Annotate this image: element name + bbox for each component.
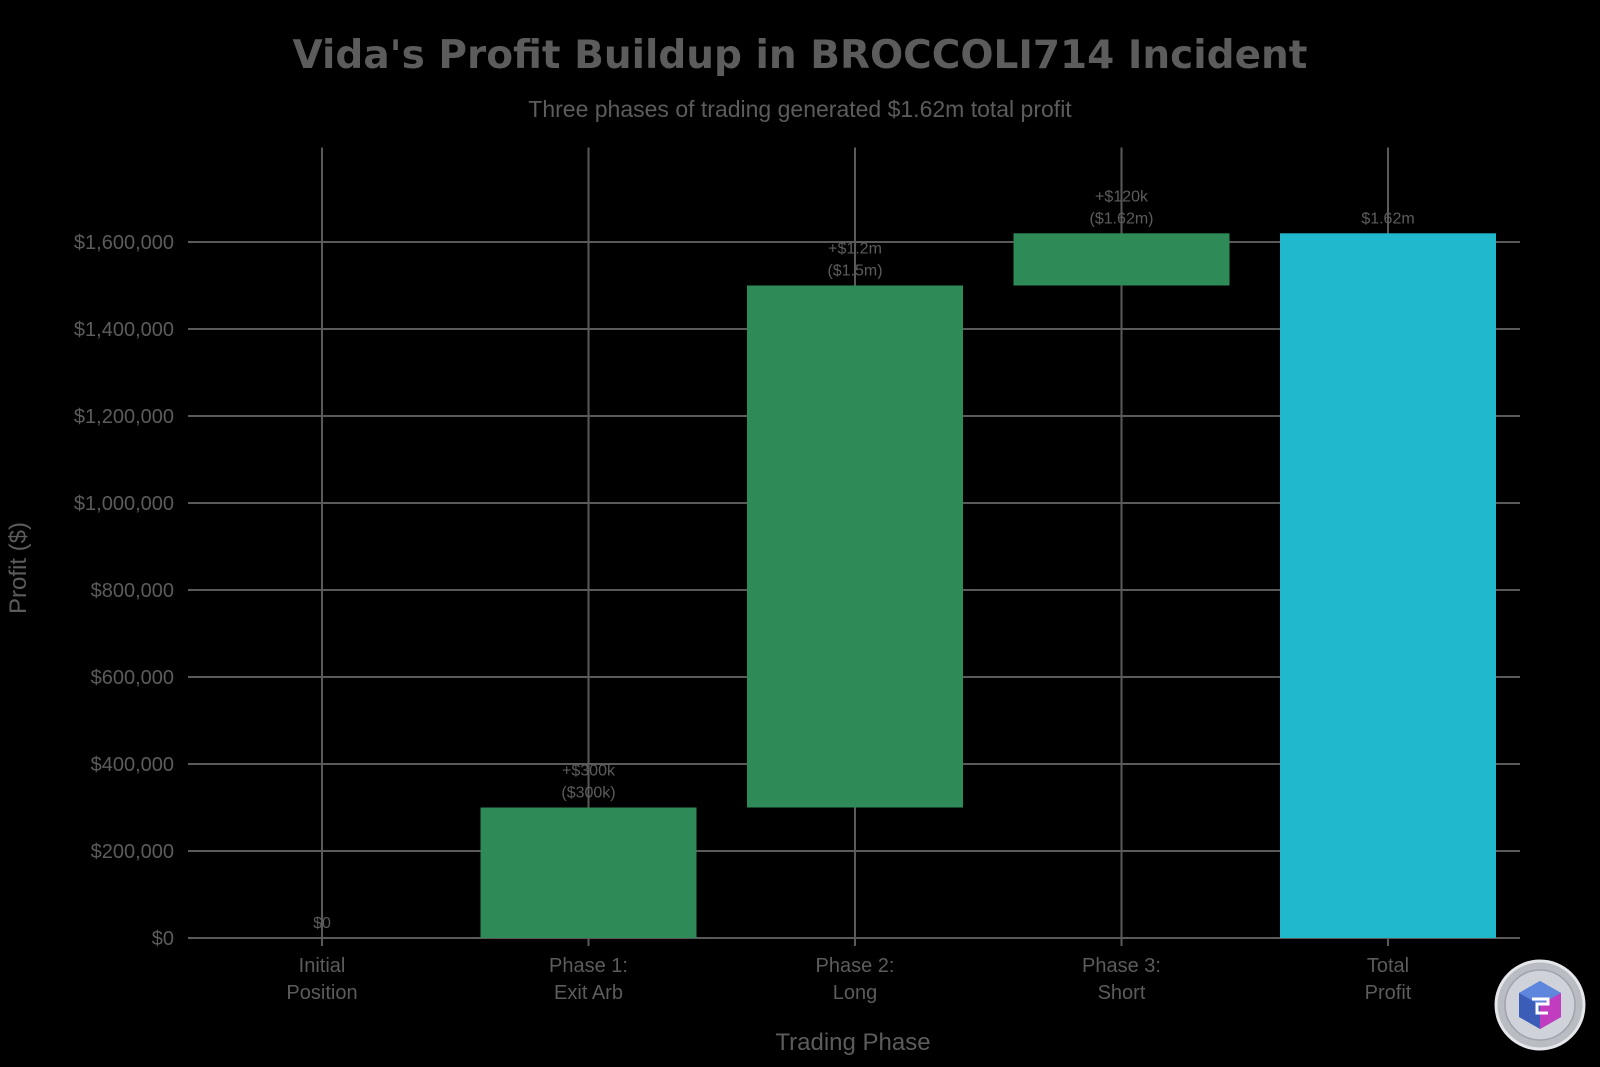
- bar-value-label: $0: [313, 915, 331, 932]
- y-tick-label: $800,000: [91, 580, 174, 602]
- x-tick-label: Total: [1367, 955, 1409, 977]
- x-tick-label: Phase 3:: [1082, 955, 1161, 977]
- y-tick-label: $400,000: [91, 754, 174, 776]
- bar-value-label: +$120k: [1095, 188, 1149, 205]
- bar: [747, 285, 963, 808]
- x-tick-label: Short: [1098, 982, 1146, 1004]
- y-axis-label: Profit ($): [5, 522, 32, 614]
- chart-subtitle: Three phases of trading generated $1.62m…: [528, 96, 1072, 122]
- x-tick-label: Phase 2:: [816, 955, 895, 977]
- bar-value-label: +$300k: [562, 763, 616, 780]
- y-axis-ticks: $0 $200,000 $400,000 $600,000 $800,000 $1,000…: [74, 232, 174, 950]
- badge-logo-icon: [1494, 959, 1586, 1051]
- bar-labels: $0 +$300k ($300k) +$1.2m ($1.5m) +$120k ($1.62…: [313, 188, 1415, 932]
- x-tick-label: Position: [286, 982, 357, 1004]
- x-tick-label: Profit: [1365, 982, 1412, 1004]
- x-tick-label: Exit Arb: [554, 982, 623, 1004]
- y-tick-label: $1,400,000: [74, 319, 174, 341]
- bar: [1013, 233, 1230, 286]
- y-tick-label: $200,000: [91, 841, 174, 863]
- x-tick-label: Initial: [299, 955, 346, 977]
- chart-title: Vida's Profit Buildup in BROCCOLI714 Inc…: [293, 33, 1308, 78]
- x-tick-label: Phase 1:: [549, 955, 628, 977]
- bar-value-label: ($300k): [561, 785, 615, 802]
- y-tick-label: $0: [152, 928, 174, 950]
- y-tick-label: $1,600,000: [74, 232, 174, 254]
- x-tick-label: Long: [833, 982, 878, 1004]
- x-axis-ticks: Initial Position Phase 1: Exit Arb Phase 2: L…: [286, 955, 1411, 1004]
- bar-value-label: $1.62m: [1361, 210, 1414, 227]
- bars: [480, 233, 1496, 939]
- bar-value-label: +$1.2m: [828, 241, 882, 258]
- bar-value-label: ($1.62m): [1089, 210, 1153, 227]
- bar-value-label: ($1.5m): [827, 263, 882, 280]
- y-tick-label: $600,000: [91, 667, 174, 689]
- y-tick-label: $1,000,000: [74, 493, 174, 515]
- y-tick-label: $1,200,000: [74, 406, 174, 428]
- x-axis-label: Trading Phase: [775, 1029, 930, 1056]
- bar: [480, 807, 697, 938]
- bar: [1280, 233, 1496, 939]
